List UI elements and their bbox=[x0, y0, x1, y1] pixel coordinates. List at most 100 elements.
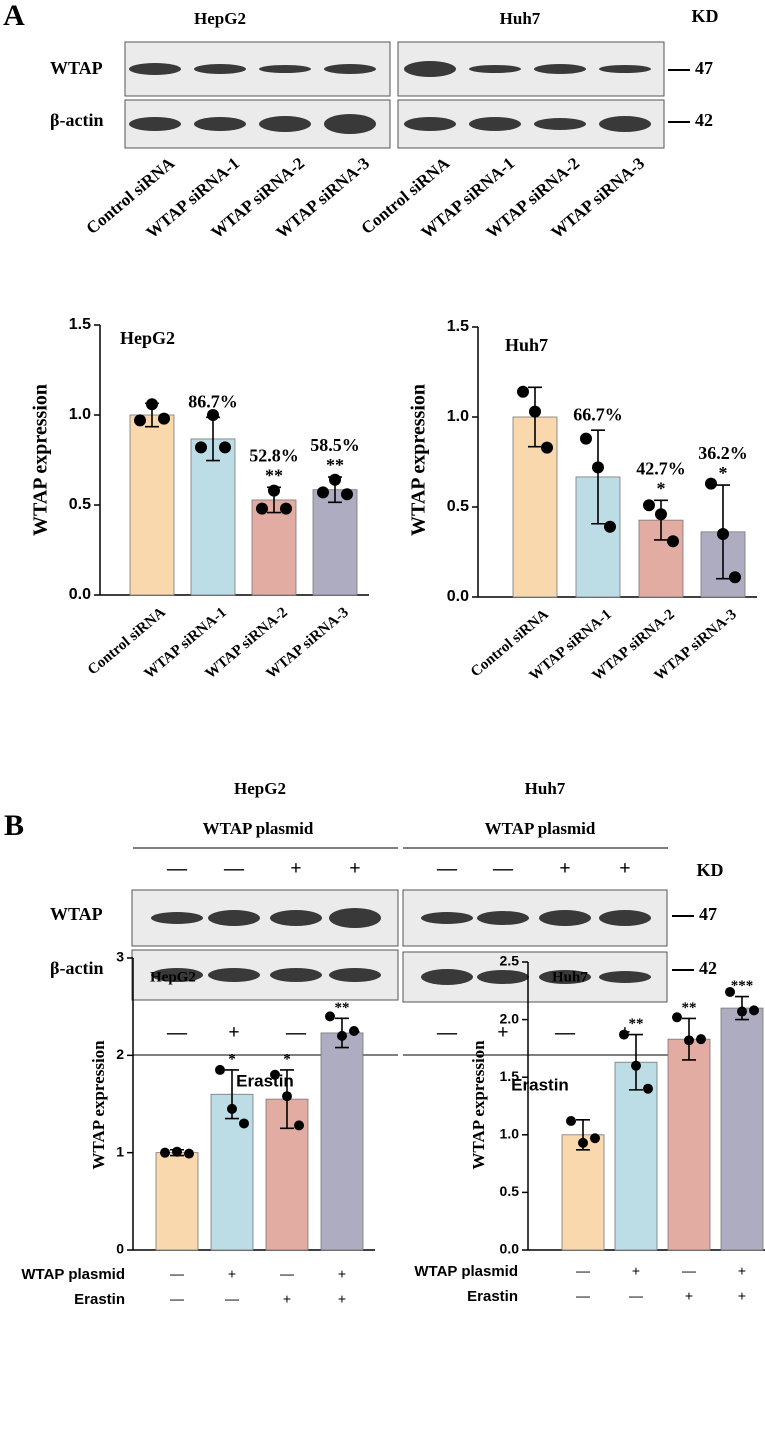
bar bbox=[667, 1038, 711, 1251]
x-table-sign: — bbox=[225, 1291, 239, 1307]
size-label: 42 bbox=[695, 110, 713, 130]
y-tick-label: 2.0 bbox=[500, 1010, 520, 1026]
chart-title: HepG2 bbox=[150, 969, 196, 985]
sign: — bbox=[166, 858, 188, 880]
data-point bbox=[517, 385, 529, 398]
bar bbox=[251, 499, 297, 596]
data-point bbox=[717, 528, 729, 540]
data-point bbox=[592, 461, 604, 474]
x-table-sign: + bbox=[338, 1266, 346, 1282]
data-point bbox=[684, 1035, 694, 1046]
significance: ** bbox=[335, 1000, 350, 1016]
treatment-label: WTAP plasmid bbox=[485, 819, 596, 838]
data-point bbox=[749, 1005, 759, 1016]
treatment-label: Erastin bbox=[511, 1075, 569, 1094]
data-point bbox=[529, 405, 541, 418]
data-point bbox=[643, 499, 655, 512]
x-table-sign: — bbox=[170, 1266, 184, 1282]
x-table-label: Erastin bbox=[74, 1291, 125, 1308]
band bbox=[270, 968, 322, 982]
significance: ** bbox=[629, 1016, 644, 1032]
x-table-sign: + bbox=[738, 1288, 746, 1304]
x-table-sign: — bbox=[682, 1263, 696, 1279]
bar bbox=[129, 414, 175, 596]
significance: *** bbox=[731, 978, 754, 994]
data-point bbox=[341, 488, 353, 501]
size-label: 42 bbox=[699, 958, 717, 978]
value-label: 42.7% bbox=[636, 458, 686, 478]
value-label: 66.7% bbox=[573, 404, 623, 424]
data-point bbox=[580, 432, 592, 445]
data-point bbox=[268, 484, 280, 497]
cell-line: Huh7 bbox=[525, 779, 566, 798]
bar bbox=[210, 1093, 254, 1251]
data-point bbox=[160, 1147, 170, 1158]
data-point bbox=[227, 1103, 237, 1114]
band bbox=[129, 117, 181, 131]
x-table-sign: — bbox=[170, 1291, 184, 1307]
data-point bbox=[207, 409, 219, 421]
data-point bbox=[705, 477, 717, 490]
value-label: 52.8% bbox=[249, 445, 299, 465]
y-axis-label: WTAP expression bbox=[30, 384, 52, 536]
y-tick-label: 2 bbox=[116, 1046, 124, 1062]
data-point bbox=[578, 1137, 588, 1148]
band bbox=[208, 910, 260, 926]
x-table-label: WTAP plasmid bbox=[414, 1263, 518, 1280]
kd-label: KD bbox=[697, 860, 724, 880]
significance: * bbox=[719, 463, 728, 483]
cell-line: Huh7 bbox=[500, 9, 541, 28]
size-label: 47 bbox=[699, 904, 717, 924]
band bbox=[534, 118, 586, 130]
band bbox=[404, 61, 456, 77]
band bbox=[534, 64, 586, 74]
data-point bbox=[282, 1091, 292, 1102]
bar bbox=[320, 1032, 364, 1251]
cell-line: HepG2 bbox=[194, 9, 246, 28]
data-point bbox=[349, 1026, 359, 1036]
significance: ** bbox=[265, 465, 283, 485]
kd-label: KD bbox=[692, 6, 719, 26]
x-table-sign: + bbox=[632, 1263, 640, 1279]
treatment-label: WTAP plasmid bbox=[203, 819, 314, 838]
y-tick-label: 0.0 bbox=[69, 586, 91, 603]
band bbox=[539, 910, 591, 926]
band bbox=[259, 65, 311, 73]
sign: + bbox=[228, 1022, 239, 1044]
significance: * bbox=[228, 1051, 236, 1067]
data-point bbox=[219, 441, 231, 454]
data-point bbox=[317, 486, 329, 499]
y-tick-label: 0.0 bbox=[447, 588, 469, 605]
sign: + bbox=[497, 1022, 508, 1044]
x-table-sign: + bbox=[685, 1288, 693, 1304]
band bbox=[194, 64, 246, 74]
data-point bbox=[667, 535, 679, 548]
band bbox=[324, 64, 376, 74]
data-point bbox=[158, 412, 170, 425]
data-point bbox=[643, 1083, 653, 1094]
data-point bbox=[256, 502, 268, 515]
band bbox=[208, 968, 260, 982]
band bbox=[259, 116, 311, 132]
sign: — bbox=[554, 1022, 576, 1044]
y-axis-label: WTAP expression bbox=[408, 384, 430, 536]
y-tick-label: 0.5 bbox=[447, 498, 469, 515]
sign: — bbox=[436, 858, 458, 880]
sign: — bbox=[223, 858, 245, 880]
row-label: β-actin bbox=[50, 958, 103, 978]
y-tick-label: 1.0 bbox=[447, 408, 469, 425]
band bbox=[270, 910, 322, 926]
band bbox=[129, 63, 181, 75]
x-table-label: Erastin bbox=[467, 1288, 518, 1305]
data-point bbox=[696, 1034, 706, 1045]
x-table-sign: — bbox=[280, 1266, 294, 1282]
row-label: β-actin bbox=[50, 110, 103, 130]
data-point bbox=[239, 1118, 249, 1129]
data-point bbox=[619, 1029, 629, 1040]
band bbox=[599, 116, 651, 132]
band bbox=[329, 968, 381, 982]
bar bbox=[190, 438, 236, 596]
significance: ** bbox=[326, 455, 344, 475]
y-tick-label: 1.0 bbox=[500, 1126, 520, 1142]
